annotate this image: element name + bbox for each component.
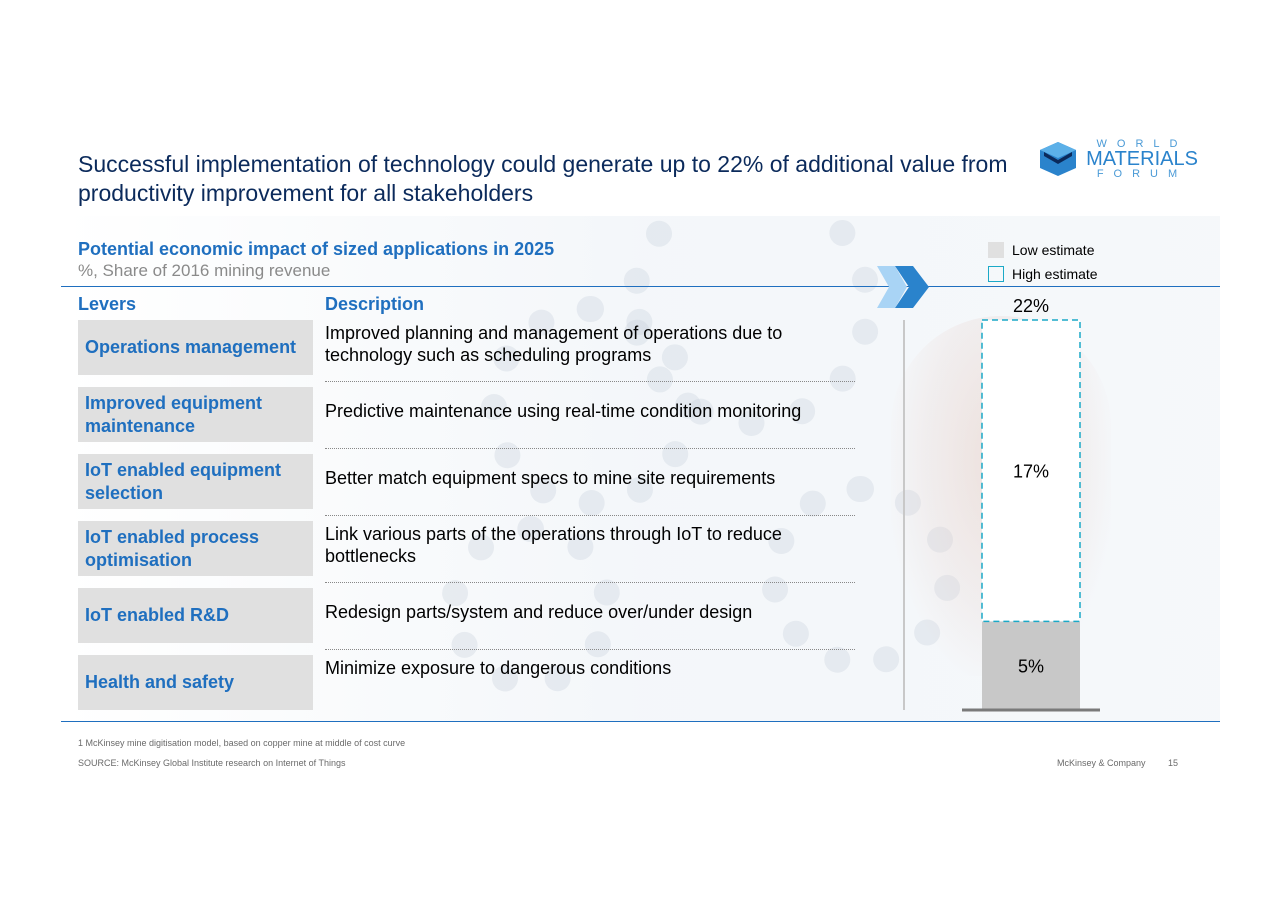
page-number: 15 [1168, 758, 1179, 768]
footer-divider [61, 721, 1220, 722]
row-separator [325, 381, 855, 382]
row-separator [325, 448, 855, 449]
brand-label: McKinsey & Company [1057, 758, 1146, 768]
lever-description: Improved planning and management of oper… [325, 323, 783, 365]
source-note: SOURCE: McKinsey Global Institute resear… [78, 758, 346, 768]
bar-high-estimate [981, 319, 1081, 623]
cube-icon [1040, 142, 1076, 176]
legend-item-high: High estimate [988, 262, 1098, 286]
lever-label: IoT enabled R&D [85, 605, 230, 625]
lever-description: Minimize exposure to dangerous condition… [325, 658, 672, 678]
lever-box: Improved equipment maintenance [78, 387, 313, 442]
lever-description: Redesign parts/system and reduce over/un… [325, 602, 753, 622]
legend-swatch-high [988, 266, 1004, 282]
legend: Low estimate High estimate [988, 238, 1098, 286]
lever-description: Better match equipment specs to mine sit… [325, 468, 776, 488]
logo-wordmark: WORLD MATERIALS FORUM [1086, 138, 1198, 180]
row-separator [325, 582, 855, 583]
chart-unit: %, Share of 2016 mining revenue [78, 261, 331, 280]
levers-header: Levers [78, 294, 137, 314]
legend-swatch-low [988, 242, 1004, 258]
description-header: Description [325, 294, 425, 314]
header-divider [61, 286, 1220, 287]
legend-label-high: High estimate [1012, 266, 1098, 282]
chart-subtitle: Potential economic impact of sized appli… [78, 239, 555, 259]
lever-label: IoT enabled equipment selection [85, 459, 282, 503]
lever-box: Operations management [78, 320, 313, 375]
lever-label: Operations management [85, 337, 297, 357]
label-total: 22% [1013, 296, 1049, 316]
legend-item-low: Low estimate [988, 238, 1098, 262]
lever-box: Health and safety [78, 655, 313, 710]
chevron-arrow-icon [877, 266, 929, 308]
lever-description: Link various parts of the operations thr… [325, 524, 782, 566]
lever-box: IoT enabled equipment selection [78, 454, 313, 509]
label-low-estimate: 5% [1018, 657, 1044, 677]
label-high-estimate: 17% [1013, 462, 1049, 482]
lever-label: Improved equipment maintenance [85, 392, 263, 436]
impact-bar-chart: 5% 17% 22% [962, 296, 1100, 712]
lever-label: IoT enabled process optimisation [85, 526, 260, 570]
row-separator [325, 515, 855, 516]
chart-divider [903, 320, 905, 710]
row-separator [325, 649, 855, 650]
lever-box: IoT enabled R&D [78, 588, 313, 643]
lever-box: IoT enabled process optimisation [78, 521, 313, 576]
page-title: Successful implementation of technology … [78, 151, 1008, 206]
bar-low-estimate [982, 621, 1080, 710]
world-materials-forum-logo: WORLD MATERIALS FORUM [1038, 138, 1203, 180]
footnote: 1 McKinsey mine digitisation model, base… [78, 738, 406, 748]
legend-label-low: Low estimate [1012, 242, 1095, 258]
lever-description: Predictive maintenance using real-time c… [325, 401, 802, 421]
lever-label: Health and safety [85, 672, 235, 692]
